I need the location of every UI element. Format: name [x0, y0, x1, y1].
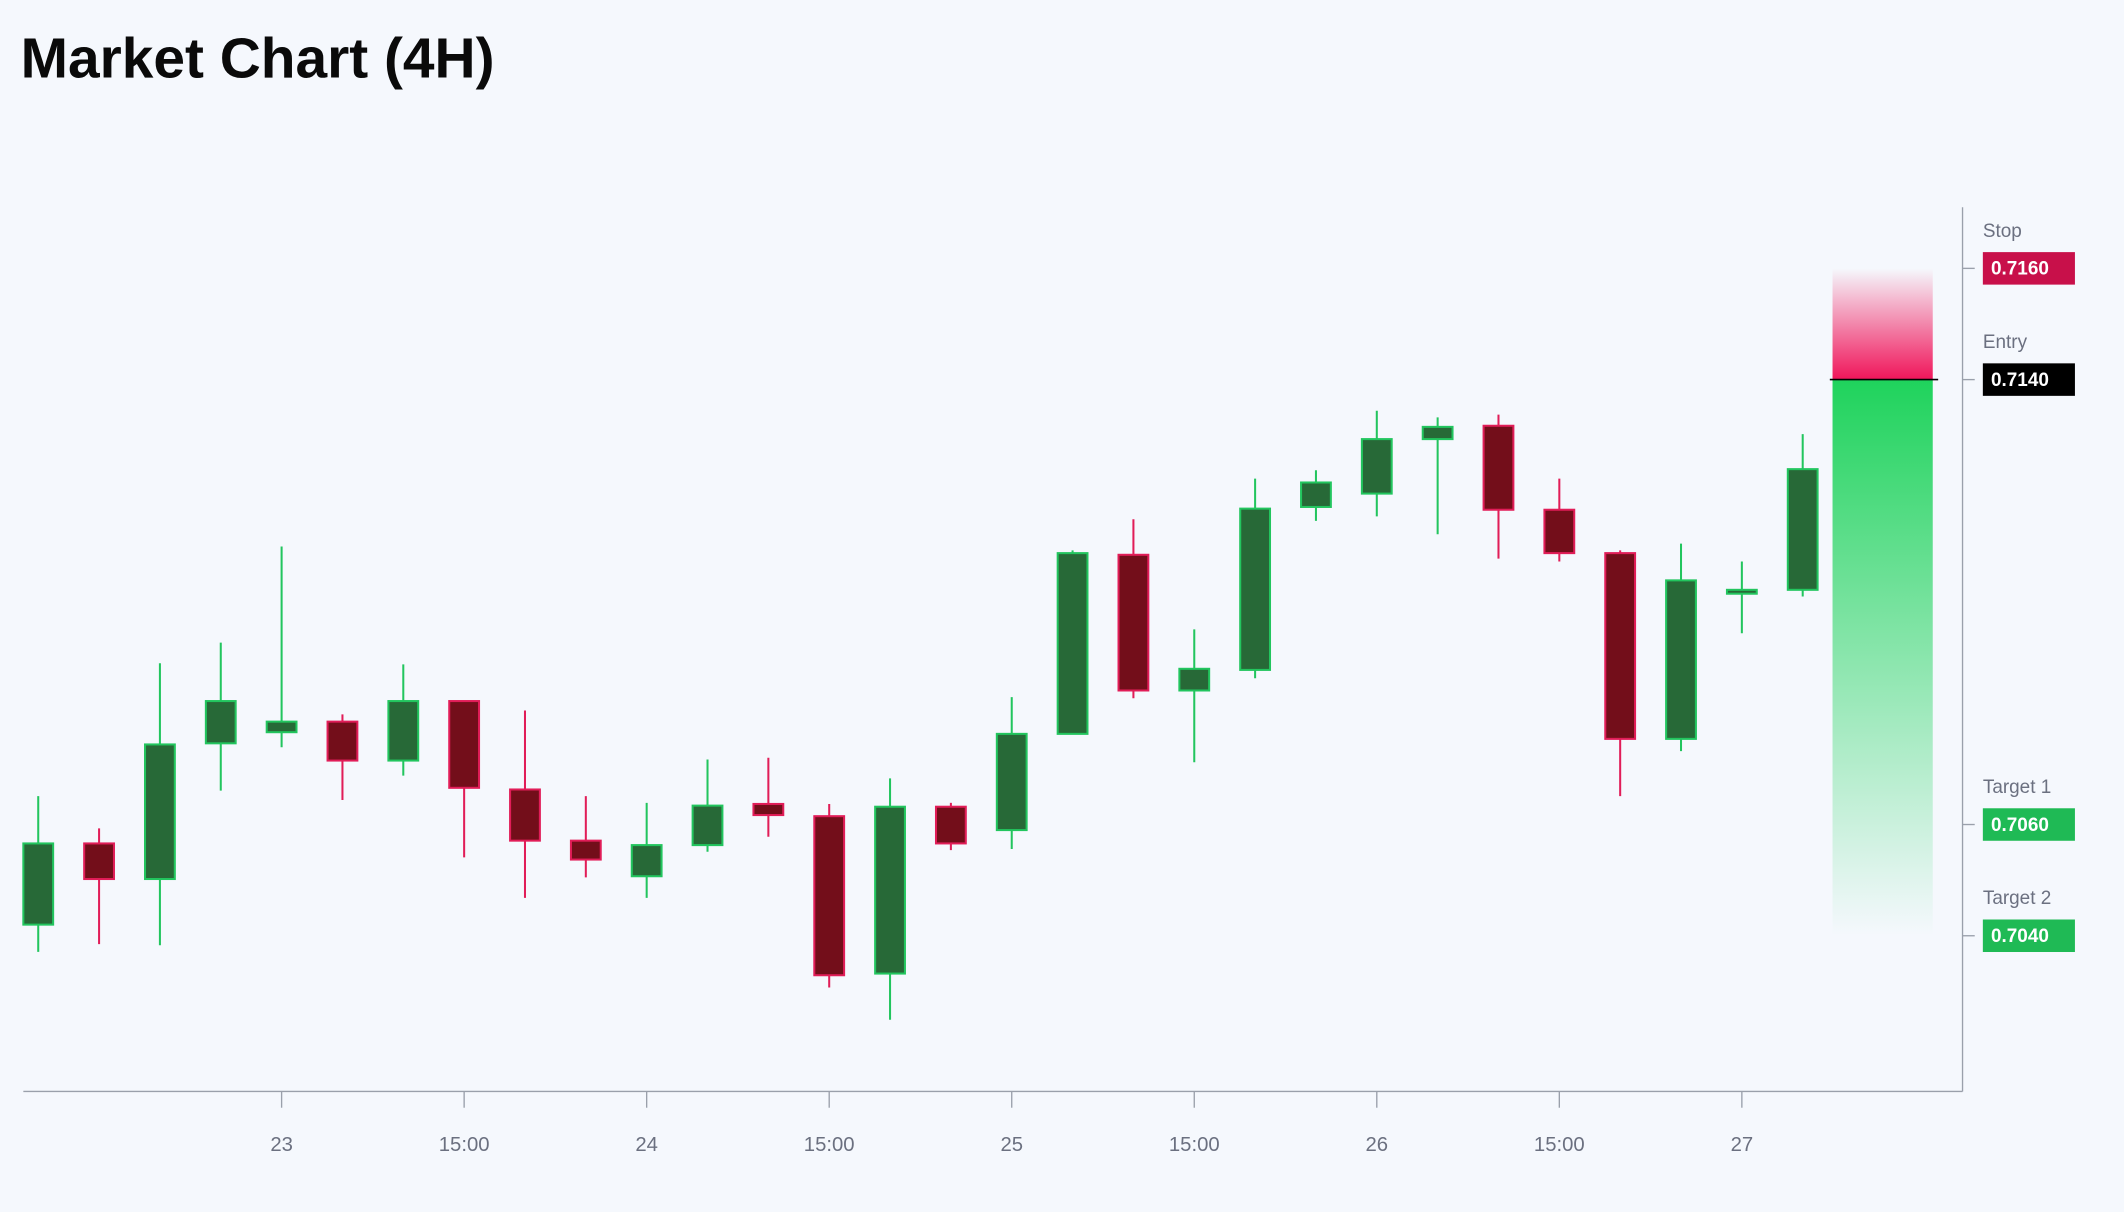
x-tick-label: 15:00 — [1169, 1134, 1220, 1156]
candle-body — [1725, 588, 1758, 595]
candle-body — [509, 788, 541, 842]
candle-body — [387, 700, 420, 762]
candle-body — [1056, 552, 1089, 735]
x-tick-label: 15:00 — [804, 1134, 855, 1156]
candle-body — [326, 720, 359, 762]
level-badge — [1982, 363, 2075, 396]
level-value: 0.7040 — [1991, 926, 2049, 947]
level-badge — [1982, 919, 2075, 953]
candle-body — [1543, 508, 1576, 555]
level-name: Stop — [1983, 221, 2022, 242]
x-tick-label: 25 — [1000, 1134, 1023, 1156]
candle-body — [1360, 438, 1393, 495]
x-tick-label: 15:00 — [439, 1134, 490, 1156]
level-name: Target 1 — [1983, 777, 2051, 798]
x-tick-label: 26 — [1366, 1134, 1389, 1156]
candle-body — [1300, 481, 1332, 508]
candle-body — [1117, 553, 1150, 692]
candle-body — [22, 842, 55, 926]
candle-body — [83, 842, 115, 881]
candle-body — [448, 700, 481, 789]
x-tick-label: 23 — [270, 1134, 293, 1156]
x-tick-label: 15:00 — [1534, 1134, 1585, 1156]
level-name: Target 2 — [1983, 888, 2051, 909]
candle-body — [1786, 468, 1819, 591]
risk-zone — [1832, 268, 1933, 380]
candle-body — [995, 732, 1028, 832]
candle-body — [1239, 507, 1272, 671]
candle-body — [204, 700, 237, 745]
candle-body — [874, 805, 906, 975]
candle-body — [934, 805, 967, 845]
candle-body — [1665, 579, 1697, 740]
candle-body — [1482, 424, 1515, 511]
level-value: 0.7160 — [1991, 259, 2049, 280]
reward-zone — [1832, 379, 1933, 936]
candle-body — [144, 743, 176, 881]
candle-body — [1604, 552, 1637, 740]
level-name: Entry — [1983, 332, 2028, 353]
level-badge — [1982, 808, 2075, 841]
candle-body — [265, 720, 298, 734]
candle-body — [630, 844, 663, 878]
x-tick-label: 27 — [1731, 1134, 1754, 1156]
candle-body — [691, 804, 724, 847]
chart-title: Market Chart (4H) — [21, 27, 495, 90]
candle-body — [569, 839, 602, 861]
candle-body — [752, 802, 785, 817]
level-value: 0.7140 — [1991, 370, 2049, 391]
level-value: 0.7060 — [1991, 815, 2049, 836]
x-tick-label: 24 — [635, 1134, 658, 1156]
candle-body — [813, 815, 846, 977]
candle-body — [1178, 667, 1211, 692]
candle-body — [1421, 425, 1454, 441]
level-badge — [1982, 252, 2075, 285]
